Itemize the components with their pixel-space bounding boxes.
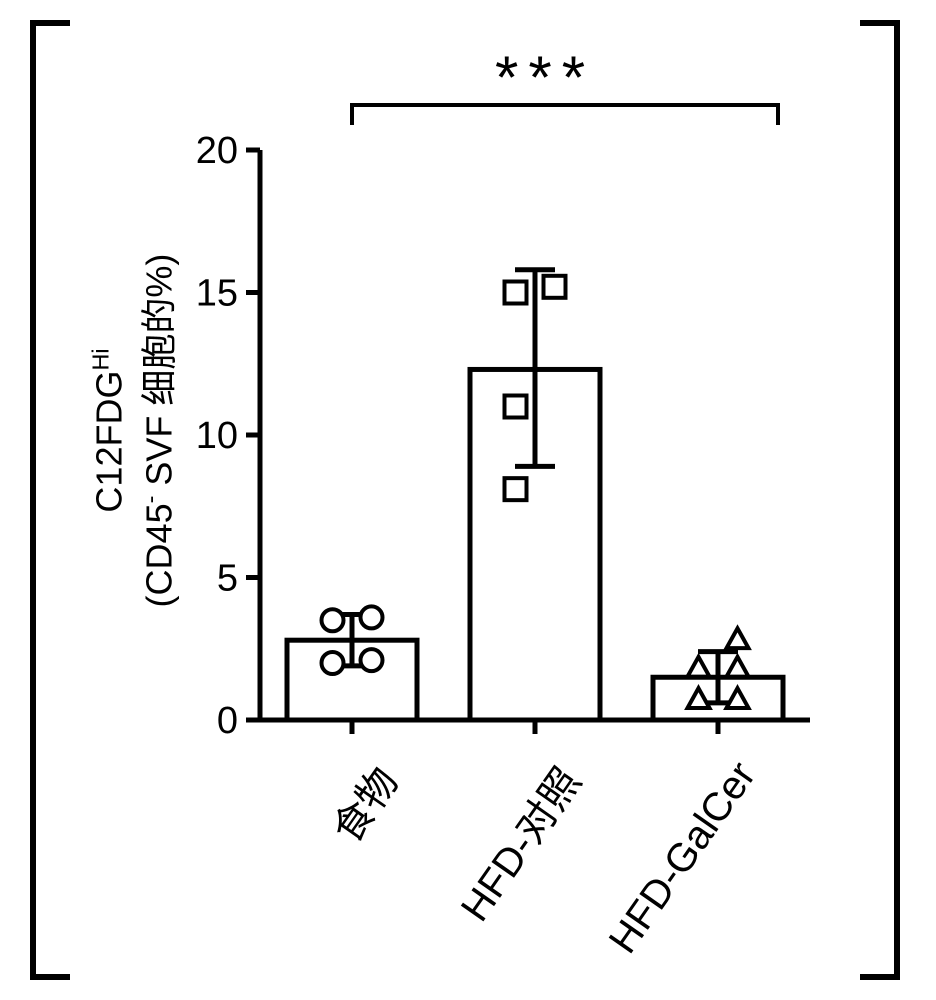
bracket-right bbox=[860, 20, 900, 980]
circle-marker bbox=[361, 649, 383, 671]
square-marker bbox=[544, 276, 566, 298]
ylabel-cd: CD45 bbox=[139, 503, 180, 595]
triangle-marker bbox=[727, 628, 749, 648]
circle-marker bbox=[322, 652, 344, 674]
triangle-marker bbox=[727, 657, 749, 677]
y-tick-label: 5 bbox=[217, 558, 238, 600]
y-tick-label: 20 bbox=[196, 130, 238, 172]
figure-frame: 05101520 C12FDGHi (CD45- SVF 细胞的%) *** 食… bbox=[30, 20, 900, 980]
circle-marker bbox=[322, 609, 344, 631]
ylabel-close: ) bbox=[139, 253, 180, 265]
y-tick-label: 15 bbox=[196, 273, 238, 315]
ylabel-open: ( bbox=[139, 595, 180, 607]
square-marker bbox=[505, 396, 527, 418]
square-marker bbox=[505, 478, 527, 500]
significance-stars: *** bbox=[495, 43, 595, 112]
circle-marker bbox=[361, 606, 383, 628]
ylabel-cd-sup: - bbox=[138, 495, 164, 503]
ylabel-line1-sup: Hi bbox=[88, 348, 114, 370]
triangle-marker bbox=[688, 657, 710, 677]
y-axis-label: C12FDGHi (CD45- SVF 细胞的%) bbox=[88, 253, 183, 607]
y-tick-label: 0 bbox=[217, 700, 238, 742]
square-marker bbox=[505, 282, 527, 304]
ylabel-line1: C12FDG bbox=[89, 370, 130, 512]
y-tick-label: 10 bbox=[196, 415, 238, 457]
bracket-left bbox=[30, 20, 70, 980]
y-axis-label-group: C12FDGHi (CD45- SVF 细胞的%) bbox=[90, 190, 180, 670]
ylabel-rest: SVF 细胞的% bbox=[139, 265, 180, 495]
